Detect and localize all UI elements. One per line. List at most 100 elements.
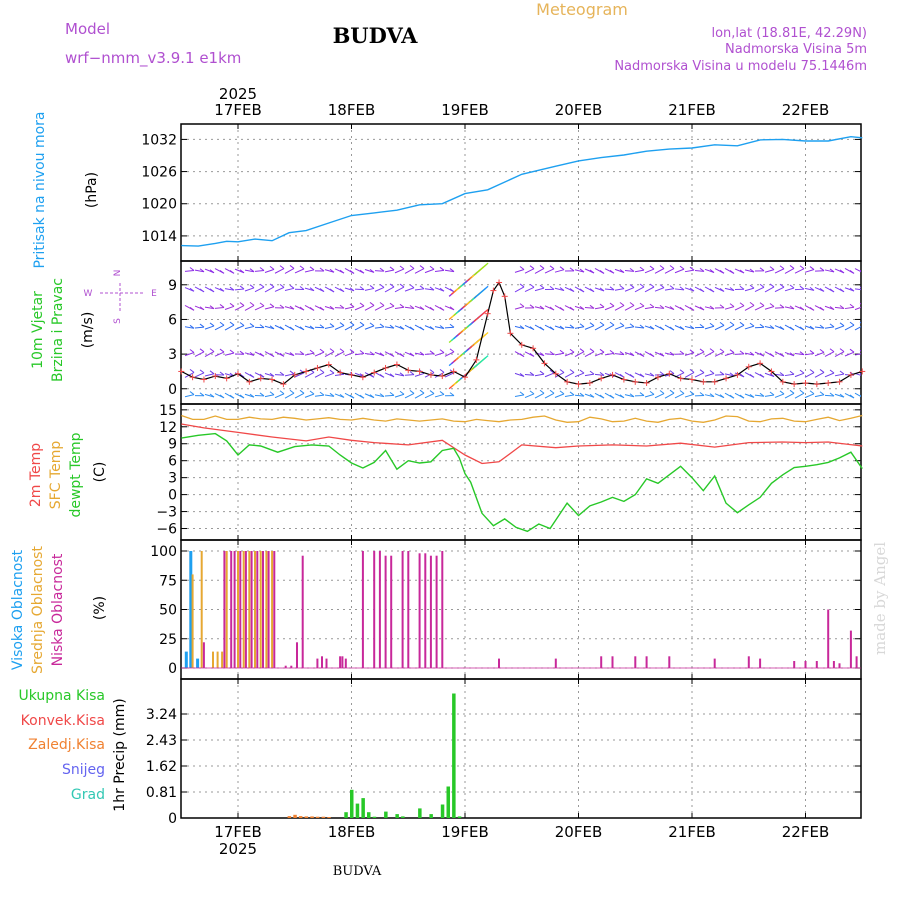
wind-barb-head [399,303,405,308]
wind-barb-head [789,389,795,394]
wind-barb-head [569,369,575,373]
wind-barb-head [789,284,795,289]
wind-barb-head [679,265,685,270]
wind-barb-head [679,369,685,374]
wind-barb-head [749,351,755,356]
cloud-bar [250,551,253,668]
wind-barb-head [569,324,575,329]
wind-barb-head [589,304,595,309]
wind-barb [424,353,435,355]
wind-barb [224,352,235,356]
wind-barb-head [719,348,725,353]
wind-barb [654,287,665,292]
wind-barb [394,268,405,274]
cloud-bar [265,551,268,668]
wind-barb-head [659,352,665,357]
wind-barb-head [409,326,415,331]
wind-barb [564,394,575,397]
wind-fan-barb [473,308,489,322]
wind-barb [634,326,645,329]
wind-speed-line [181,281,863,385]
wind-barb [684,352,695,356]
wind-barb-head [739,394,745,399]
wind-barb [264,286,275,293]
wind-barb-head [589,322,595,327]
wind-barb-head [539,326,545,331]
wind-barb-head [689,349,695,354]
wind-barb [774,393,785,398]
wind-barb-head [249,351,255,356]
wind-barb-head [429,390,435,394]
wind-barb [574,394,585,397]
wind-barb-head [559,325,565,330]
wind-barb-head [419,285,425,290]
wind-barb-head [849,303,855,308]
wind-barb [324,394,335,397]
wind-barb-head [259,267,265,271]
wind-barb [224,305,235,310]
wind-barb-head [679,390,685,394]
wind-barb-head [829,306,835,310]
wind-barb [834,351,845,357]
wind-barb [304,269,315,273]
wind-barb-head [839,305,845,309]
wind-barb-head [239,302,245,306]
wind-barb-head [829,288,835,293]
wind-barb-head [699,348,705,353]
wind-barb [434,269,445,273]
wind-barb-head [549,369,555,374]
cloud-bar [611,656,614,668]
wind-barb [704,373,715,377]
y-tick-label: 3 [168,471,177,487]
wind-barb-head [729,321,735,326]
wind-barb-head [579,392,585,397]
wind-barb-head [609,321,615,326]
wind-barb-head [819,369,825,373]
wind-barb-head [849,287,855,292]
wind-barb-head [209,269,215,274]
wind-barb-head [339,322,345,326]
wind-barb [284,268,295,274]
y-tick-label: 25 [159,632,177,648]
wind-barb-head [709,305,715,310]
wind-barb-head [389,391,395,396]
wind-barb-head [679,350,685,355]
wind-barb-head [829,392,835,397]
wind-barb-head [399,372,405,377]
wind-barb-head [229,302,235,307]
footer-location: BUDVA [333,864,382,879]
wind-barb [334,373,345,376]
wind-barb-head [639,392,645,396]
cloud-bar [284,665,287,668]
wind-barb-head [559,390,565,395]
wind-barb-head [589,348,595,353]
y-tick-label: 3 [168,347,177,363]
cloud-bar [713,658,716,668]
y-tick-label: 75 [159,573,177,589]
wind-barb-head [599,394,605,399]
wind-barb [204,351,215,358]
wind-barb [354,324,365,331]
wind-barb [654,306,665,309]
y-tick-label: −3 [156,505,177,521]
wind-barb [524,373,535,376]
wind-barb-head [619,302,625,306]
wind-barb [604,352,615,356]
wind-barb [244,269,255,273]
wind-barb-head [379,302,385,306]
wind-barb [784,306,795,310]
wind-barb-head [229,394,235,399]
wind-barb [784,373,795,377]
wind-barb-head [799,285,805,290]
wind-barb-head [239,350,245,355]
cloud-bar [849,630,852,668]
wind-barb [284,392,295,399]
temp-ylabel-2m: 2m Temp [28,443,44,507]
wind-barb [534,287,545,292]
wind-barb-head [439,325,445,329]
temp-ylabel-dewpt: dewpt Temp [68,432,84,517]
wind-barb-head [239,269,245,274]
wind-barb-head [639,373,645,378]
wind-barb-head [219,287,225,292]
model-name: wrf−nmm_v3.9.1 e1km [65,49,241,68]
